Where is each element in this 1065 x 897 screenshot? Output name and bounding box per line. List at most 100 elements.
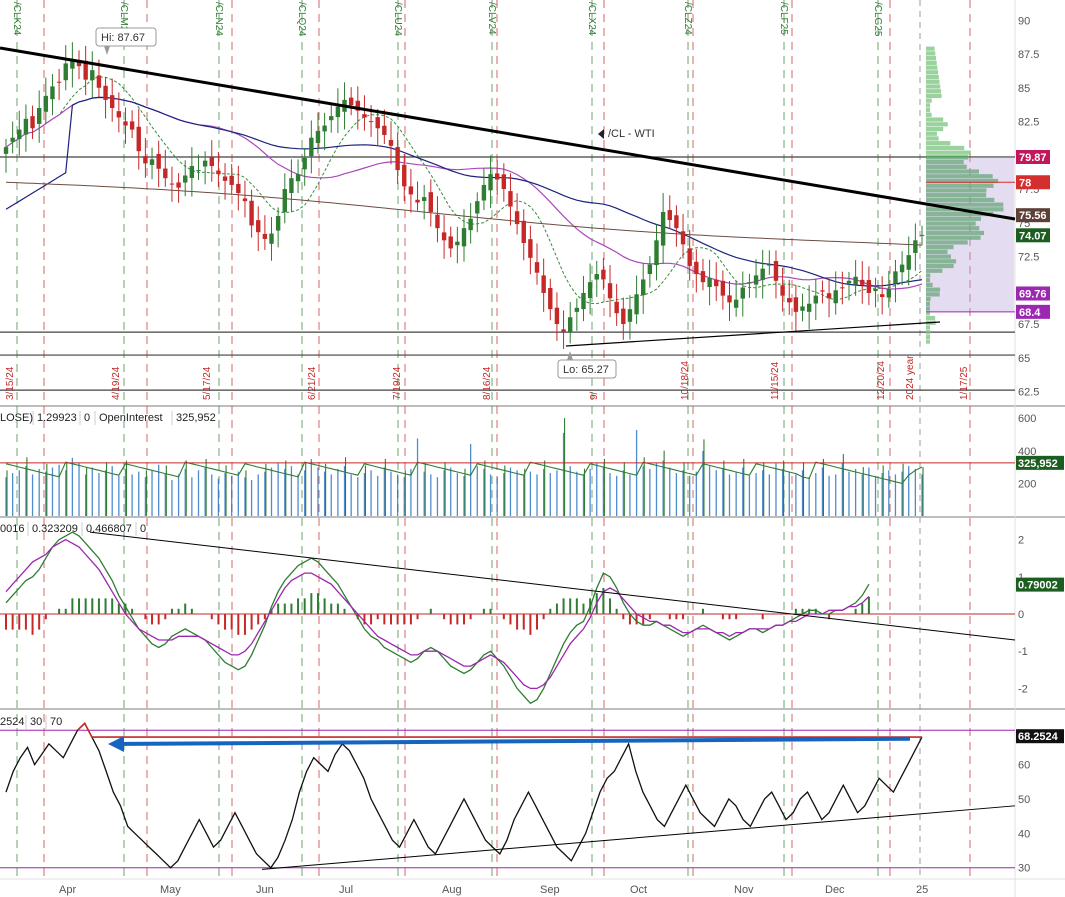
volume-axis-tick: 600 bbox=[1018, 413, 1036, 425]
macd-tag bbox=[1016, 577, 1064, 592]
candle-body bbox=[242, 198, 248, 202]
candle-body bbox=[236, 183, 241, 194]
candle-body bbox=[282, 189, 287, 212]
volume-profile-bar bbox=[926, 79, 940, 84]
price-axis-tick: 82.5 bbox=[1018, 117, 1039, 129]
volume-profile-bar bbox=[926, 51, 936, 56]
volume-profile-bar bbox=[926, 188, 987, 193]
candle-body bbox=[289, 178, 294, 194]
volume-profile-bar bbox=[926, 70, 939, 75]
expiry-label: /CLN24 bbox=[213, 2, 224, 36]
volume-profile-bar bbox=[926, 174, 993, 179]
candle-body bbox=[820, 290, 825, 292]
candle-body bbox=[694, 261, 699, 275]
candle-body bbox=[382, 125, 387, 135]
date-label: 7/19/24 bbox=[392, 366, 403, 400]
candle-body bbox=[143, 156, 148, 164]
chart-title: /CL - WTI bbox=[608, 128, 655, 140]
candle-body bbox=[96, 75, 102, 88]
candle-body bbox=[647, 264, 653, 275]
volume-panel[interactable] bbox=[0, 408, 1015, 516]
price-panel[interactable] bbox=[0, 0, 1015, 405]
title-marker-icon bbox=[598, 129, 604, 139]
volume-profile-bar bbox=[926, 211, 994, 217]
price-axis-tick: 62.5 bbox=[1018, 387, 1039, 399]
svg-text:325,952: 325,952 bbox=[176, 412, 216, 424]
volume-profile-bar bbox=[926, 339, 930, 344]
candle-body bbox=[627, 309, 633, 322]
candle-body bbox=[256, 220, 261, 233]
candle-body bbox=[415, 199, 420, 203]
candle-body bbox=[574, 307, 580, 312]
volume-profile-bar bbox=[926, 216, 981, 221]
candle-body bbox=[123, 121, 128, 126]
macd-panel[interactable] bbox=[0, 519, 1015, 707]
candle-body bbox=[860, 279, 865, 285]
open-interest-line bbox=[5, 461, 923, 485]
candle-body bbox=[448, 236, 453, 249]
candle-body bbox=[129, 121, 135, 130]
volume-profile-bar bbox=[926, 287, 941, 292]
volume-profile-bar bbox=[926, 311, 930, 316]
candle-body bbox=[262, 233, 268, 239]
candle-body bbox=[866, 280, 872, 293]
candle-body bbox=[110, 95, 115, 108]
volume-profile-bar bbox=[926, 164, 967, 169]
candle-body bbox=[773, 261, 779, 281]
candle-body bbox=[222, 176, 228, 181]
candle-body bbox=[634, 294, 639, 315]
price-tag bbox=[1016, 304, 1050, 319]
price-tag bbox=[1016, 175, 1050, 190]
candle-body bbox=[501, 174, 507, 189]
support-trendline bbox=[565, 321, 941, 347]
rsi-header: 2524 30 70 bbox=[0, 715, 62, 729]
candle-body bbox=[873, 288, 878, 292]
candle-body bbox=[720, 280, 726, 296]
candle-body bbox=[494, 173, 500, 180]
volume-profile-bar bbox=[926, 202, 1004, 207]
price-tag-label: 74.07 bbox=[1019, 230, 1047, 242]
svg-text:LOSE): LOSE) bbox=[0, 412, 33, 424]
candle-body bbox=[787, 298, 792, 303]
volume-profile-bar bbox=[926, 93, 942, 99]
candle-body bbox=[879, 294, 885, 297]
volume-profile-bar bbox=[926, 169, 979, 174]
volume-profile-bar bbox=[926, 89, 941, 94]
rsi-layer bbox=[0, 721, 1016, 870]
svg-text:1.29923: 1.29923 bbox=[37, 412, 77, 424]
volume-axis-tick: 400 bbox=[1018, 446, 1036, 458]
volume-profile-bar bbox=[926, 325, 930, 330]
candle-body bbox=[269, 233, 274, 244]
candle-body bbox=[441, 232, 447, 241]
date-label: 3/15/24 bbox=[5, 366, 16, 400]
candle-body bbox=[275, 216, 281, 231]
candle-body bbox=[322, 125, 327, 132]
price-axis-tick: 85 bbox=[1018, 83, 1030, 95]
candle-body bbox=[899, 264, 905, 273]
candle-body bbox=[641, 279, 646, 296]
candle-body bbox=[568, 317, 573, 333]
volume-profile-bar bbox=[926, 334, 930, 340]
expiry-label: /CLQ24 bbox=[296, 2, 307, 37]
macd-layer bbox=[0, 531, 1016, 705]
candle-body bbox=[714, 279, 719, 287]
rsi-arrow-head bbox=[108, 735, 124, 752]
date-label: 6/21/24 bbox=[307, 366, 318, 400]
candle-body bbox=[189, 166, 195, 178]
candle-body bbox=[90, 70, 95, 81]
rsi-panel[interactable] bbox=[0, 711, 1015, 879]
candle-body bbox=[541, 275, 546, 293]
volume-profile-bar bbox=[926, 150, 971, 155]
volume-profile-bar bbox=[926, 263, 954, 269]
rsi-axis-tick: 30 bbox=[1018, 863, 1030, 875]
volume-profile-bar bbox=[926, 278, 930, 283]
oi-tag-label: 325,952 bbox=[1018, 458, 1058, 470]
candle-body bbox=[196, 170, 201, 172]
volume-profile-bar bbox=[926, 221, 976, 226]
oi-tag bbox=[1016, 455, 1064, 470]
volume-profile-bar bbox=[926, 259, 957, 264]
volume-profile-bar bbox=[926, 117, 944, 122]
candle-body bbox=[800, 306, 805, 311]
rsi-tag bbox=[1016, 729, 1064, 744]
candle-body bbox=[36, 108, 42, 124]
